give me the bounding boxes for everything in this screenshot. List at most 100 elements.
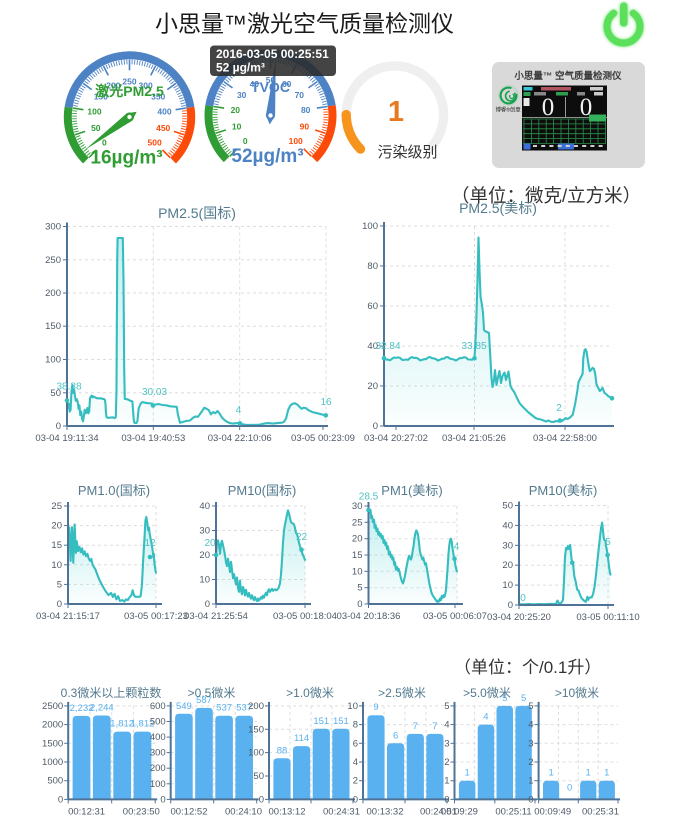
svg-text:>5.0微米: >5.0微米 [463, 686, 511, 700]
svg-text:0: 0 [508, 600, 513, 611]
svg-text:15: 15 [352, 550, 363, 561]
svg-text:10: 10 [502, 580, 513, 591]
svg-text:TVOC: TVOC [251, 79, 290, 95]
svg-text:300: 300 [150, 748, 166, 759]
svg-text:10: 10 [347, 701, 358, 712]
svg-text:88: 88 [277, 745, 288, 756]
svg-text:90: 90 [300, 122, 310, 132]
svg-text:03-04 22:58:00: 03-04 22:58:00 [533, 433, 597, 444]
svg-text:4: 4 [236, 405, 242, 416]
svg-text:1: 1 [604, 768, 609, 779]
svg-text:污染级别: 污染级别 [377, 144, 437, 161]
svg-text:0: 0 [353, 794, 358, 805]
svg-text:5: 5 [57, 579, 62, 590]
svg-text:00:25:31: 00:25:31 [582, 806, 619, 817]
svg-text:300: 300 [139, 81, 153, 91]
svg-text:40: 40 [199, 501, 210, 512]
svg-text:小思量™ 空气质量检测仪: 小思量™ 空气质量检测仪 [513, 70, 622, 82]
svg-text:PM1(美标): PM1(美标) [381, 483, 442, 498]
svg-text:60: 60 [282, 79, 292, 89]
svg-text:20: 20 [502, 560, 513, 571]
svg-text:03-04 19:40:53: 03-04 19:40:53 [121, 433, 185, 444]
svg-text:549: 549 [176, 701, 192, 712]
svg-text:10: 10 [51, 560, 62, 571]
svg-text:03-05 00:11:10: 03-05 00:11:10 [576, 612, 639, 623]
svg-text:>10微米: >10微米 [555, 686, 599, 700]
svg-text:150: 150 [248, 724, 264, 735]
svg-text:28.5: 28.5 [359, 492, 379, 503]
svg-text:50: 50 [266, 75, 276, 85]
svg-text:0: 0 [567, 782, 572, 793]
svg-text:200: 200 [45, 288, 61, 299]
svg-text:1500: 1500 [42, 738, 63, 749]
svg-text:03-05 00:17:23: 03-05 00:17:23 [124, 611, 188, 622]
svg-text:32.84: 32.84 [375, 341, 400, 352]
svg-text:0: 0 [520, 593, 526, 604]
svg-text:30: 30 [199, 526, 210, 537]
svg-text:150: 150 [45, 321, 61, 332]
svg-text:587: 587 [196, 695, 212, 706]
svg-text:5: 5 [528, 701, 533, 712]
svg-text:（单位：个/0.1升）: （单位：个/0.1升） [454, 658, 601, 677]
svg-text:80: 80 [367, 261, 378, 272]
svg-text:10: 10 [352, 566, 363, 577]
svg-text:00:13:12: 00:13:12 [269, 806, 306, 817]
svg-text:20: 20 [51, 521, 62, 532]
svg-text:100: 100 [45, 355, 61, 366]
svg-text:0: 0 [542, 94, 555, 121]
svg-text:33.85: 33.85 [461, 341, 486, 352]
svg-text:30: 30 [237, 90, 247, 100]
svg-text:PM1.0(国标): PM1.0(国标) [78, 483, 150, 498]
svg-text:00:12:31: 00:12:31 [68, 806, 105, 817]
svg-text:600: 600 [150, 701, 166, 712]
svg-text:03-04 20:18:36: 03-04 20:18:36 [337, 611, 401, 622]
svg-text:0: 0 [259, 794, 264, 805]
svg-text:100: 100 [87, 107, 101, 117]
svg-text:5: 5 [605, 537, 611, 548]
svg-text:6: 6 [393, 730, 398, 741]
svg-text:250: 250 [122, 77, 136, 87]
svg-text:3: 3 [528, 738, 533, 749]
svg-text:5: 5 [444, 701, 449, 712]
svg-text:38.38: 38.38 [56, 382, 81, 393]
svg-text:03-04 21:05:26: 03-04 21:05:26 [442, 433, 506, 444]
svg-text:1: 1 [528, 776, 533, 787]
svg-text:2: 2 [528, 757, 533, 768]
svg-text:03-04 20:27:02: 03-04 20:27:02 [364, 433, 428, 444]
svg-text:30: 30 [352, 501, 363, 512]
svg-text:00:23:50: 00:23:50 [123, 806, 160, 817]
svg-text:03-05 00:23:09: 03-05 00:23:09 [291, 433, 355, 444]
svg-text:2000: 2000 [42, 720, 63, 731]
svg-text:0: 0 [357, 599, 362, 610]
svg-text:0.3微米以上颗粒数: 0.3微米以上颗粒数 [61, 685, 162, 700]
svg-text:03-04 21:15:17: 03-04 21:15:17 [36, 611, 100, 622]
svg-text:450: 450 [156, 123, 170, 133]
svg-text:350: 350 [151, 91, 165, 101]
svg-text:151: 151 [333, 716, 349, 727]
svg-text:4: 4 [444, 720, 449, 731]
svg-text:40: 40 [502, 520, 513, 531]
svg-text:10: 10 [199, 575, 210, 586]
svg-text:400: 400 [157, 107, 171, 117]
svg-text:2,232: 2,232 [70, 703, 94, 714]
svg-text:537: 537 [216, 703, 232, 714]
svg-text:50: 50 [502, 501, 513, 512]
svg-text:1: 1 [548, 768, 553, 779]
svg-text:20: 20 [352, 534, 363, 545]
svg-text:5: 5 [357, 583, 362, 594]
svg-text:00:24:10: 00:24:10 [225, 806, 262, 817]
svg-text:20: 20 [199, 550, 210, 561]
svg-text:52 µg/m³: 52 µg/m³ [216, 61, 265, 75]
svg-text:2016-03-05 00:25:51: 2016-03-05 00:25:51 [216, 47, 329, 61]
svg-text:1,812: 1,812 [131, 719, 155, 730]
svg-text:300: 300 [45, 222, 61, 233]
svg-text:16µg/m³: 16µg/m³ [90, 147, 162, 168]
svg-text:250: 250 [45, 255, 61, 266]
svg-text:20: 20 [367, 381, 378, 392]
svg-text:500: 500 [47, 776, 63, 787]
svg-text:PM10(美标): PM10(美标) [529, 483, 598, 498]
svg-text:>1.0微米: >1.0微米 [286, 686, 334, 700]
svg-text:20: 20 [204, 538, 216, 549]
svg-text:20: 20 [231, 105, 241, 115]
svg-text:1: 1 [586, 768, 591, 779]
